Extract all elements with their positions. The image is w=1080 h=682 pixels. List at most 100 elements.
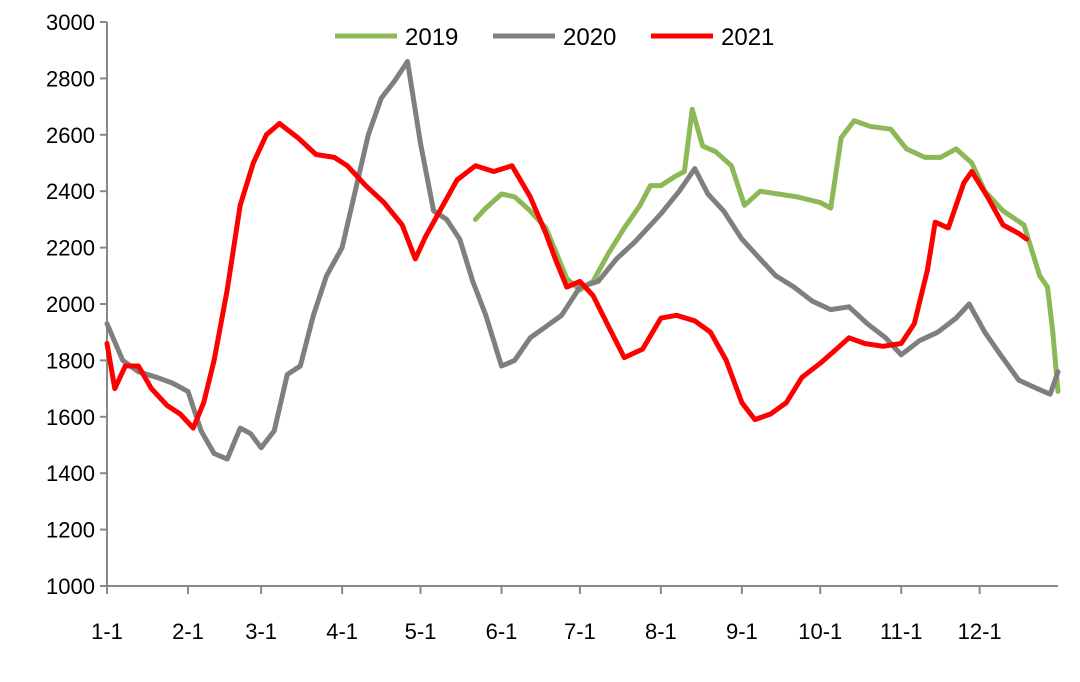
y-tick-label: 2200 <box>46 236 95 261</box>
data-point <box>154 375 159 380</box>
data-point <box>904 146 909 152</box>
data-point <box>648 183 653 188</box>
data-point <box>264 132 269 137</box>
data-point <box>838 135 844 140</box>
x-ticks: 1-1 2-1 3-1 4-1 5-1 6-1 7-1 8-1 9-1 10-1 11-1 12-1 <box>91 586 1002 644</box>
data-point <box>998 352 1003 357</box>
data-point <box>676 189 682 194</box>
data-point <box>554 259 559 264</box>
data-point <box>457 236 462 242</box>
data-point <box>313 152 319 157</box>
data-point <box>473 163 478 169</box>
data-point <box>418 141 423 146</box>
data-point <box>324 273 329 278</box>
y-tick-label: 1400 <box>46 461 95 486</box>
data-point <box>473 217 478 222</box>
data-point <box>499 191 504 197</box>
data-point <box>705 191 711 197</box>
data-point <box>272 428 277 434</box>
data-point <box>444 217 449 222</box>
data-point <box>311 313 316 318</box>
data-point <box>1055 369 1061 374</box>
data-point <box>491 169 496 174</box>
series-2019 <box>472 106 1061 394</box>
data-point <box>211 451 217 456</box>
data-point <box>721 208 726 214</box>
data-point <box>224 287 230 293</box>
data-point <box>251 160 256 166</box>
data-point <box>953 146 959 152</box>
data-point <box>708 330 713 335</box>
data-point <box>1037 273 1042 278</box>
legend-label: 2021 <box>721 24 774 51</box>
data-point <box>755 253 760 259</box>
data-point <box>381 200 387 205</box>
data-point <box>1016 377 1022 383</box>
data-point <box>966 301 972 307</box>
data-point <box>922 155 927 160</box>
data-point <box>509 163 515 169</box>
data-point <box>185 389 191 394</box>
data-point <box>985 194 990 200</box>
data-point <box>191 425 196 431</box>
data-point <box>298 363 303 369</box>
data-point <box>690 107 695 112</box>
data-point <box>112 386 118 391</box>
y-tick-label: 1000 <box>46 574 95 599</box>
y-tick-label: 2400 <box>46 179 95 204</box>
data-point <box>238 203 243 208</box>
y-tick-label: 1200 <box>46 518 95 543</box>
data-point <box>363 183 368 188</box>
data-point <box>784 400 789 405</box>
legend-item: 2020 <box>493 24 616 51</box>
data-point <box>961 180 967 185</box>
data-point <box>953 315 959 321</box>
data-point <box>899 352 904 357</box>
data-point <box>852 118 857 123</box>
x-tick-label: 11-1 <box>880 619 922 644</box>
data-point <box>692 166 698 171</box>
series-2021 <box>104 121 1030 431</box>
x-tick-label: 9-1 <box>726 619 758 644</box>
data-point <box>912 321 917 326</box>
data-point <box>564 284 570 290</box>
y-tick-label: 3000 <box>46 10 95 35</box>
data-point <box>818 361 823 366</box>
data-point <box>1000 208 1006 214</box>
data-point <box>512 194 517 200</box>
x-tick-label: 3-1 <box>245 619 277 644</box>
data-point <box>739 236 745 242</box>
data-point <box>606 251 611 256</box>
data-point <box>818 200 823 205</box>
data-point <box>700 143 705 149</box>
data-point <box>543 324 549 329</box>
data-point <box>353 189 358 194</box>
data-point <box>198 428 204 434</box>
data-point <box>933 220 938 225</box>
data-point <box>632 239 637 245</box>
data-point <box>938 155 943 160</box>
data-point <box>285 372 290 377</box>
data-point <box>120 358 125 363</box>
data-point <box>295 135 300 140</box>
data-point <box>752 417 758 422</box>
data-point <box>413 256 418 262</box>
data-point <box>149 386 154 391</box>
data-point <box>1045 284 1050 290</box>
data-point <box>1055 389 1061 394</box>
data-point <box>831 349 836 355</box>
data-point <box>682 169 687 174</box>
data-point <box>658 183 664 188</box>
data-point <box>757 189 763 194</box>
data-point <box>867 124 873 129</box>
data-point <box>865 321 870 326</box>
data-point <box>883 335 888 341</box>
data-point <box>880 344 886 349</box>
data-point <box>969 160 974 166</box>
data-point <box>248 431 253 436</box>
data-point <box>899 341 904 346</box>
legend-item: 2021 <box>651 24 774 51</box>
series-2020 <box>104 59 1061 462</box>
y-tick-label: 2600 <box>46 123 95 148</box>
data-point <box>512 358 517 363</box>
